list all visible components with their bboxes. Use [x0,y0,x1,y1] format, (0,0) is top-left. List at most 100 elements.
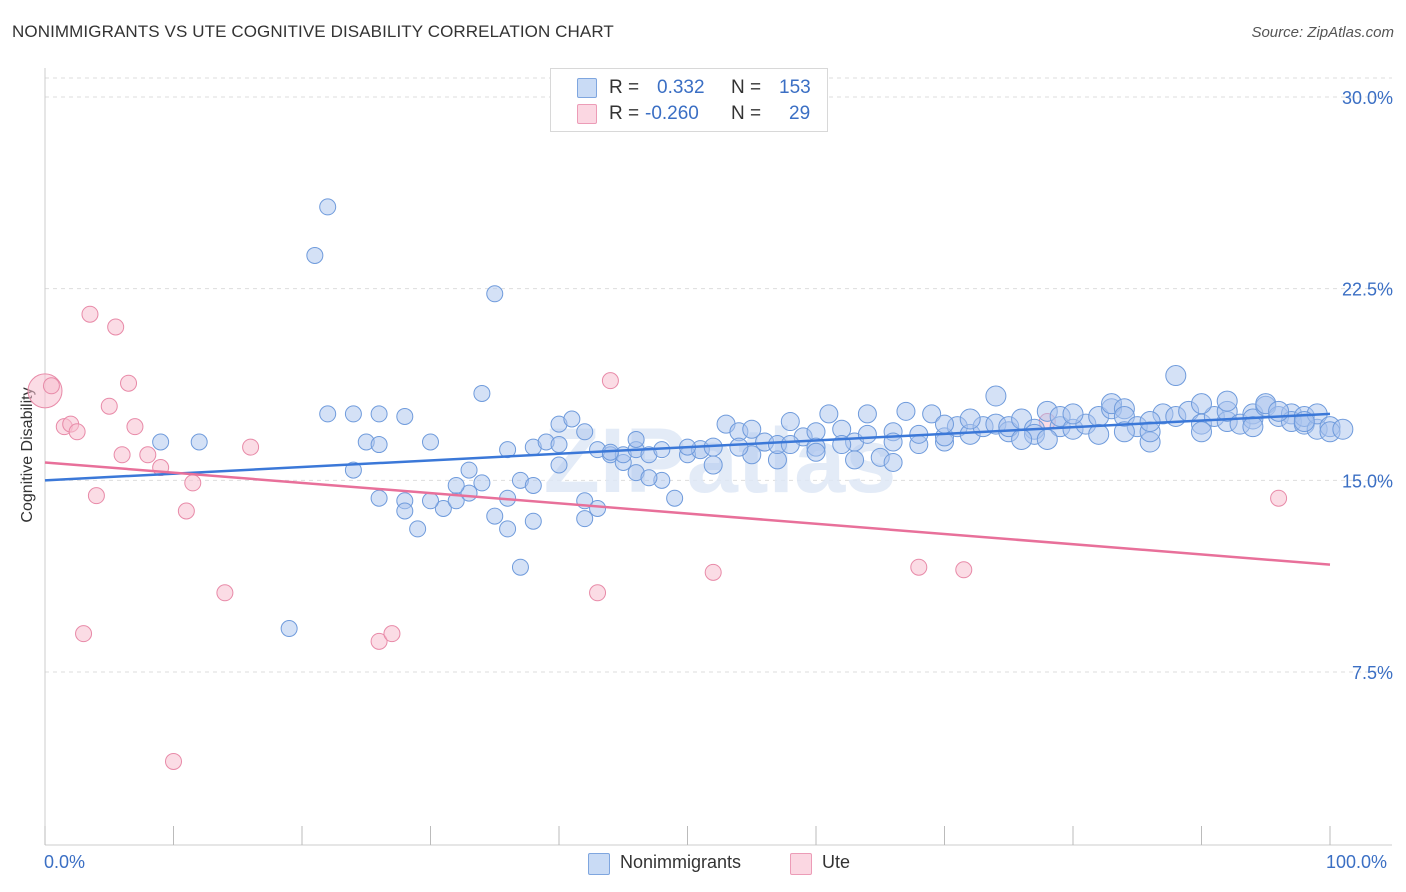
ute-point [184,474,202,492]
legend-swatch-nonimmigrants [577,78,597,98]
ute-point [383,625,401,643]
nonimmigrants-point [935,414,954,434]
bottom-legend: Nonimmigrants Ute [0,852,1406,876]
nonimmigrants-point [576,423,594,441]
nonimmigrants-point [499,520,517,538]
bottom-legend-swatch-ute [790,853,812,875]
ute-trend-line [44,461,1331,566]
nonimmigrants-trend-line [44,412,1331,482]
bottom-legend-swatch-nonimmigrants [588,853,610,875]
nonimmigrants-point [447,476,465,494]
ute-point [242,438,260,456]
nonimmigrants-point [922,404,942,424]
nonimmigrants-point [306,246,324,264]
ute-point [126,418,144,436]
ute-point [113,446,131,464]
nonimmigrants-point [1191,393,1212,415]
nonimmigrants-point [396,407,414,425]
source-label: Source: ZipAtlas.com [1251,24,1394,41]
nonimmigrants-points [152,198,1354,638]
nonimmigrants-point [422,433,439,451]
bottom-legend-label: Ute [822,852,851,872]
ute-point [42,377,60,395]
axes [44,68,1392,846]
nonimmigrants-point [370,405,388,423]
nonimmigrants-point [511,558,529,576]
y-tick-label: 15.0% [1342,471,1393,491]
nonimmigrants-point [1242,416,1264,438]
nonimmigrants-point [1332,418,1354,440]
nonimmigrants-point [729,437,749,457]
nonimmigrants-point [576,510,594,528]
ute-point [75,625,93,643]
ute-point [601,372,619,390]
nonimmigrants-point [780,435,800,455]
legend-r-value: -0.260 [645,103,699,124]
nonimmigrants-point [1139,411,1161,433]
nonimmigrants-point [780,412,800,432]
nonimmigrants-point [857,404,877,424]
trend-lines [44,412,1331,566]
nonimmigrants-point [319,198,337,216]
nonimmigrants-point [1165,365,1187,387]
nonimmigrants-point [550,436,568,454]
ute-point [100,397,118,415]
legend-n-value: 29 [789,103,811,124]
ute-point [955,561,973,579]
nonimmigrants-point [524,476,542,494]
ute-point [216,584,234,602]
nonimmigrants-point [1113,421,1135,443]
ute-point [68,423,86,441]
ute-point [139,446,157,464]
nonimmigrants-point [434,499,452,517]
ute-points [27,305,1288,770]
ute-point [370,632,388,650]
legend-swatch-ute [577,104,597,124]
nonimmigrants-point [473,474,491,492]
nonimmigrants-point [896,401,916,421]
legend-n-label: N = [731,103,762,124]
legend-r-label: R = [609,103,640,124]
nonimmigrants-point [1088,423,1110,445]
nonimmigrants-point [883,452,903,472]
y-tick-labels: 7.5% 15.0% 22.5% 30.0% [1342,88,1393,683]
nonimmigrants-point [985,385,1007,407]
nonimmigrants-point [640,469,658,487]
legend-r-value: 0.332 [657,77,705,98]
nonimmigrants-point [563,410,581,428]
legend-r-label: R = [609,77,640,98]
ute-point [589,584,607,602]
nonimmigrants-point [396,502,414,520]
nonimmigrants-point [344,405,362,423]
x-tick-label-min: 0.0% [44,852,86,872]
nonimmigrants-point [344,461,362,479]
nonimmigrants-point [524,512,542,530]
ute-point [87,487,105,505]
nonimmigrants-point [857,424,877,444]
nonimmigrants-point [473,384,491,402]
y-tick-label: 22.5% [1342,280,1393,300]
ute-point [165,752,182,770]
ute-point [704,563,722,581]
nonimmigrants-point [280,620,298,638]
nonimmigrants-point [703,455,723,475]
nonimmigrants-point [742,419,762,439]
nonimmigrants-point [819,404,839,424]
nonimmigrants-point [486,507,504,525]
legend-n-label: N = [731,77,762,98]
nonimmigrants-point [1216,390,1238,412]
nonimmigrants-point [152,433,170,451]
ute-point [177,502,195,520]
legend-n-value: 153 [779,77,811,98]
nonimmigrants-point [1062,403,1084,425]
nonimmigrants-point [409,520,427,538]
nonimmigrants-point [460,461,478,479]
bottom-legend-label: Nonimmigrants [620,852,742,872]
nonimmigrants-point [589,499,607,517]
nonimmigrants-point [666,489,684,507]
nonimmigrants-point [190,433,208,451]
nonimmigrants-point [806,442,826,462]
nonimmigrants-point [1268,400,1290,422]
nonimmigrants-point [1036,428,1058,450]
nonimmigrants-point [627,430,645,448]
